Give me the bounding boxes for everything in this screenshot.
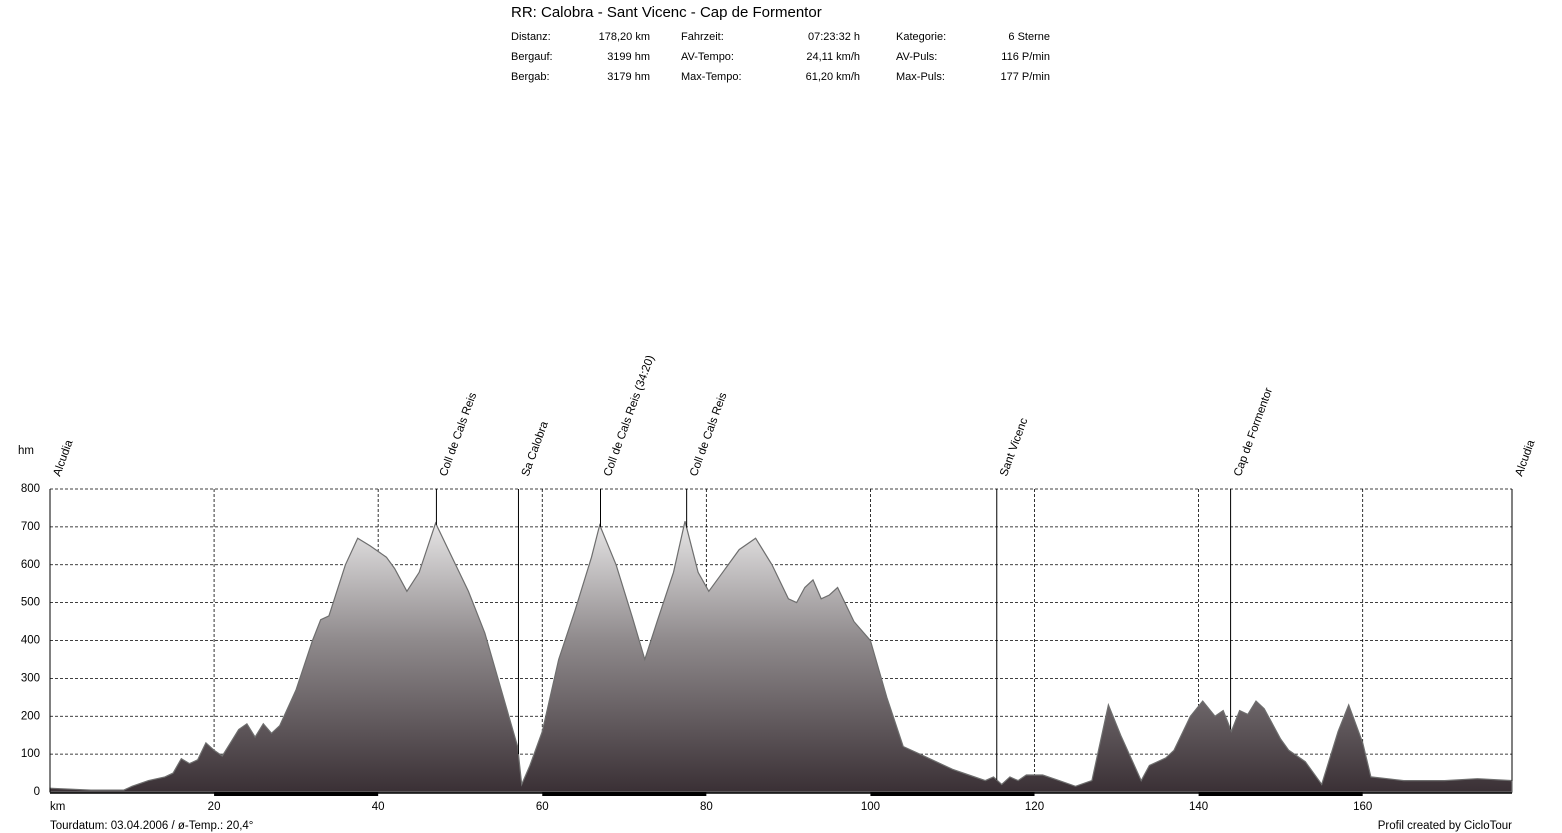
waypoint-label: Sa Calobra — [520, 419, 551, 478]
y-tick-label: 200 — [21, 710, 40, 722]
waypoint-label: Cap de Formentor — [1232, 386, 1275, 478]
stat: 07:23:32 h — [808, 31, 860, 43]
stat: Distanz: — [511, 31, 551, 43]
waypoint-label: Coll de Cals Reis — [688, 391, 730, 478]
x-tick-label: 20 — [208, 801, 221, 813]
stat: 177 P/min — [1000, 71, 1050, 83]
waypoint-label: Alcudia — [1513, 438, 1537, 478]
x-tick-label: 160 — [1353, 801, 1372, 813]
stat: 3179 hm — [607, 71, 650, 83]
y-tick-label: 700 — [21, 521, 40, 533]
x-axis-label: km — [50, 801, 65, 813]
y-axis-label: hm — [18, 445, 34, 457]
y-tick-label: 500 — [21, 597, 40, 609]
waypoint-label: Alcudia — [51, 438, 75, 478]
stat: 61,20 km/h — [806, 71, 860, 83]
stat: 3199 hm — [607, 51, 650, 63]
x-tick-label: 80 — [700, 801, 713, 813]
y-tick-label: 300 — [21, 672, 40, 684]
y-tick-label: 100 — [21, 748, 40, 760]
stat: AV-Puls: — [896, 51, 937, 63]
stat: Fahrzeit: — [681, 31, 724, 43]
footer-right: Profil created by CicloTour — [1378, 820, 1512, 832]
waypoint-label: Sant Vicenc — [998, 416, 1030, 478]
stat: Max-Puls: — [896, 71, 945, 83]
x-tick-label: 140 — [1189, 801, 1208, 813]
stat: 24,11 km/h — [806, 51, 860, 63]
y-tick-label: 800 — [21, 483, 40, 495]
stat: Kategorie: — [896, 31, 946, 43]
x-tick-label: 40 — [372, 801, 385, 813]
x-tick-label: 60 — [536, 801, 549, 813]
y-tick-label: 600 — [21, 559, 40, 571]
stat: 116 P/min — [1001, 51, 1050, 63]
stat: AV-Tempo: — [681, 51, 734, 63]
x-tick-label: 120 — [1025, 801, 1044, 813]
stat: 6 Sterne — [1008, 31, 1050, 43]
stat: Bergauf: — [511, 51, 553, 63]
x-tick-label: 100 — [861, 801, 880, 813]
title: RR: Calobra - Sant Vicenc - Cap de Forme… — [511, 4, 822, 21]
y-tick-label: 400 — [21, 635, 40, 647]
stat: Bergab: — [511, 71, 550, 83]
waypoint-label: Coll de Cals Reis (34:20) — [602, 354, 657, 478]
stat: 178,20 km — [599, 31, 650, 43]
stat: Max-Tempo: — [681, 71, 742, 83]
elevation-area — [49, 521, 1513, 793]
y-tick-label: 0 — [34, 786, 40, 798]
waypoint-label: Coll de Cals Reis — [438, 391, 480, 478]
footer-left: Tourdatum: 03.04.2006 / ø-Temp.: 20,4° — [50, 820, 253, 832]
